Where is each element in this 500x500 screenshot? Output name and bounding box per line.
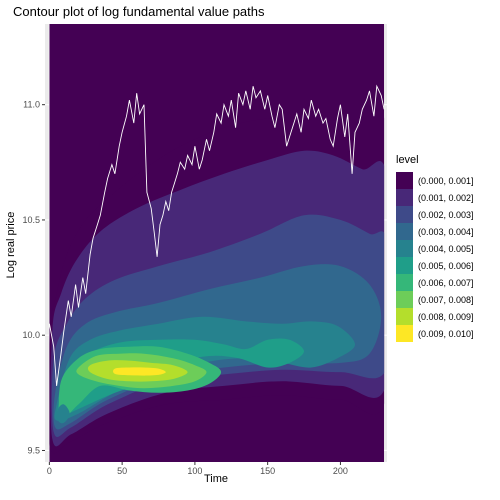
- x-tick-label: 50: [117, 466, 127, 476]
- legend-label: (0.006, 0.007]: [418, 278, 474, 288]
- legend-swatch: [396, 325, 413, 342]
- legend-swatch: [396, 240, 413, 257]
- legend-swatch: [396, 223, 413, 240]
- legend-swatch: [396, 172, 413, 189]
- legend-label: (0.004, 0.005]: [418, 244, 474, 254]
- contour-layers: [47, 24, 392, 462]
- legend-swatch: [396, 291, 413, 308]
- chart-title: Contour plot of log fundamental value pa…: [13, 4, 265, 19]
- legend-label: (0.008, 0.009]: [418, 312, 474, 322]
- legend-title: level: [396, 154, 419, 166]
- x-tick-label: 150: [260, 466, 275, 476]
- legend-swatch: [396, 257, 413, 274]
- x-tick-label: 200: [333, 466, 348, 476]
- y-tick-label: 10.0: [22, 330, 40, 340]
- legend-swatch: [396, 206, 413, 223]
- x-axis-title: Time: [204, 473, 228, 485]
- legend-label: (0.007, 0.008]: [418, 295, 474, 305]
- legend-label: (0.002, 0.003]: [418, 210, 474, 220]
- legend-label: (0.005, 0.006]: [418, 261, 474, 271]
- legend-label: (0.009, 0.010]: [418, 329, 474, 339]
- x-tick-label: 0: [47, 466, 52, 476]
- legend-label: (0.003, 0.004]: [418, 227, 474, 237]
- legend-swatch: [396, 308, 413, 325]
- y-tick-label: 10.5: [22, 215, 40, 225]
- x-tick-label: 100: [187, 466, 202, 476]
- x-axis: 0 50 100 150 200: [47, 462, 348, 476]
- legend-label: (0.001, 0.002]: [418, 193, 474, 203]
- density-region-level-10: [113, 367, 166, 375]
- y-axis: 9.5 10.0 10.5 11.0: [22, 100, 45, 456]
- legend-label: (0.000, 0.001]: [418, 176, 474, 186]
- y-tick-label: 11.0: [23, 100, 40, 110]
- legend: level (0.000, 0.001] (0.001, 0.002] (0.002,…: [396, 154, 474, 342]
- y-axis-title: Log real price: [5, 212, 17, 279]
- y-tick-label: 9.5: [27, 445, 40, 455]
- legend-swatch: [396, 274, 413, 291]
- plot-panel: [45, 24, 392, 462]
- legend-swatch: [396, 189, 413, 206]
